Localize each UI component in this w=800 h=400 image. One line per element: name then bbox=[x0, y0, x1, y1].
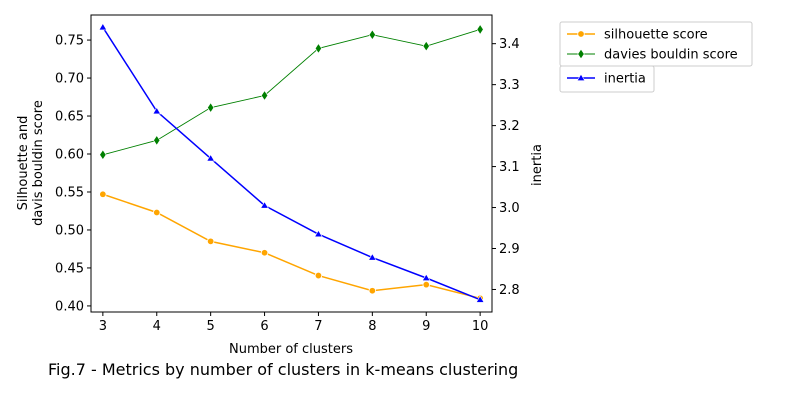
inertia-point bbox=[475, 295, 485, 303]
y-axis-label-line1: Silhouette and bbox=[16, 116, 31, 211]
x-tick-label: 7 bbox=[314, 319, 322, 334]
legend-box-upper bbox=[559, 21, 753, 67]
legend-inertia-label: inertia bbox=[604, 72, 646, 87]
legend-silhouette-score-marker bbox=[577, 30, 585, 38]
x-tick-label: 9 bbox=[422, 319, 430, 334]
legend-davies-bouldin-score-label: davies bouldin score bbox=[604, 48, 738, 63]
silhouette-score-point bbox=[153, 208, 161, 217]
legend-davies-bouldin-score-marker bbox=[577, 48, 585, 60]
davies-bouldin-score-point bbox=[476, 24, 484, 35]
silhouette-score-point bbox=[314, 271, 323, 280]
legend-silhouette-score-label: silhouette score bbox=[604, 28, 708, 43]
inertia-point bbox=[152, 106, 162, 115]
davies-bouldin-score-point bbox=[153, 134, 161, 146]
y-tick-label: 0.45 bbox=[55, 261, 84, 276]
silhouette-score-point bbox=[260, 249, 269, 257]
plot-frame bbox=[90, 14, 493, 313]
x-tick-label: 8 bbox=[368, 319, 376, 334]
y-axis-label-line2: davis bouldin score bbox=[31, 100, 46, 226]
y-tick-label: 0.65 bbox=[55, 110, 84, 125]
davies-bouldin-score-point bbox=[207, 102, 215, 114]
x-tick-label: 6 bbox=[260, 319, 268, 334]
inertia-point bbox=[206, 153, 215, 162]
silhouette-score-point bbox=[206, 237, 215, 246]
y-tick-label: 0.50 bbox=[55, 223, 84, 238]
y2-axis-label: inertia bbox=[530, 144, 545, 186]
silhouette-score-point bbox=[422, 280, 430, 289]
y2-tick-label: 3.1 bbox=[499, 160, 520, 175]
x-axis-label: Number of clusters bbox=[229, 342, 353, 357]
x-tick-label: 10 bbox=[472, 319, 489, 334]
y-tick-label: 0.75 bbox=[55, 34, 84, 49]
inertia-point bbox=[421, 273, 431, 281]
silhouette-score-point bbox=[99, 190, 107, 198]
legend-box-lower bbox=[559, 65, 655, 93]
legend-inertia-marker bbox=[576, 73, 586, 81]
davies-bouldin-score-point bbox=[260, 90, 269, 101]
silhouette-score-line bbox=[102, 193, 481, 300]
inertia-point bbox=[314, 229, 323, 238]
y2-tick-label: 3.4 bbox=[499, 37, 520, 52]
y2-tick-label: 2.9 bbox=[499, 242, 520, 257]
y-tick-label: 0.55 bbox=[55, 185, 84, 200]
legend: silhouette score davies bouldin score iner… bbox=[559, 21, 753, 93]
y2-tick-label: 2.8 bbox=[499, 283, 520, 298]
silhouette-score-point bbox=[368, 287, 377, 295]
inertia-point bbox=[98, 22, 108, 31]
inertia-point bbox=[368, 253, 377, 261]
davies-bouldin-score-line bbox=[102, 29, 481, 156]
x-tick-label: 3 bbox=[99, 319, 107, 334]
y-tick-label: 0.40 bbox=[55, 299, 84, 314]
x-tick-label: 4 bbox=[153, 319, 161, 334]
y-tick-label: 0.70 bbox=[55, 72, 84, 87]
y2-tick-label: 3.3 bbox=[499, 78, 520, 93]
y-tick-label: 0.60 bbox=[55, 148, 84, 163]
davies-bouldin-score-point bbox=[314, 43, 323, 54]
inertia-line bbox=[102, 26, 481, 301]
davies-bouldin-score-point bbox=[368, 29, 376, 41]
davies-bouldin-score-point bbox=[99, 149, 107, 161]
x-tick-label: 5 bbox=[207, 319, 215, 334]
figure-caption: Fig.7 - Metrics by number of clusters in… bbox=[48, 360, 519, 379]
inertia-point bbox=[260, 201, 269, 209]
davies-bouldin-score-point bbox=[422, 40, 430, 52]
y2-tick-label: 3.0 bbox=[499, 201, 520, 216]
y2-tick-label: 3.2 bbox=[499, 119, 520, 134]
